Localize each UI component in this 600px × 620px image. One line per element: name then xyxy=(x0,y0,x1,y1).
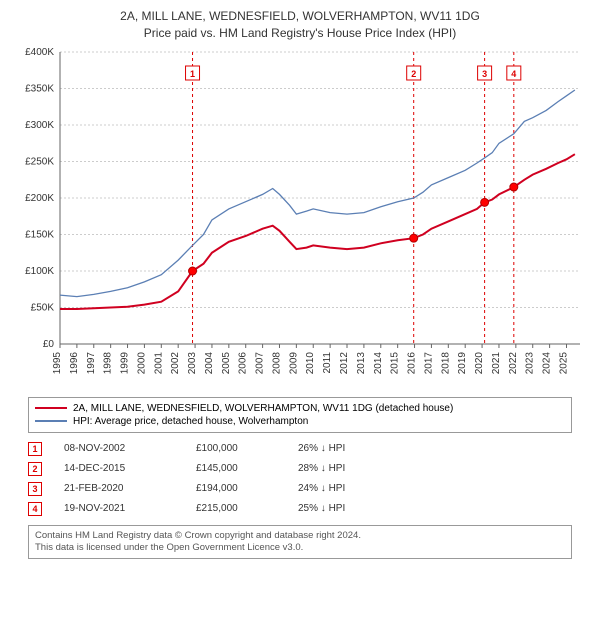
event-date: 21-FEB-2020 xyxy=(64,483,174,494)
legend: 2A, MILL LANE, WEDNESFIELD, WOLVERHAMPTO… xyxy=(28,397,572,433)
event-price: £194,000 xyxy=(196,483,276,494)
event-price: £145,000 xyxy=(196,463,276,474)
svg-text:3: 3 xyxy=(482,69,487,79)
svg-text:1997: 1997 xyxy=(86,351,97,374)
svg-text:2019: 2019 xyxy=(457,351,468,374)
event-hpi-delta: 26% ↓ HPI xyxy=(298,443,388,454)
footer-line-2: This data is licensed under the Open Gov… xyxy=(35,542,565,554)
chart-wrap: £0 £50K £100K £150K £200K £250K £300K £350K £400… xyxy=(10,46,590,391)
svg-text:£400K: £400K xyxy=(25,47,54,58)
event-number: 1 xyxy=(28,442,42,456)
event-row: 2 14-DEC-2015 £145,000 28% ↓ HPI xyxy=(28,459,572,479)
legend-label: HPI: Average price, detached house, Wolv… xyxy=(73,416,308,427)
legend-label: 2A, MILL LANE, WEDNESFIELD, WOLVERHAMPTO… xyxy=(73,403,453,414)
svg-text:2002: 2002 xyxy=(170,351,181,374)
event-hpi-delta: 24% ↓ HPI xyxy=(298,483,388,494)
svg-text:2007: 2007 xyxy=(255,351,266,374)
svg-text:1: 1 xyxy=(190,69,195,79)
price-chart: £0 £50K £100K £150K £200K £250K £300K £350K £400… xyxy=(10,46,590,386)
svg-text:2020: 2020 xyxy=(474,351,485,374)
svg-text:2004: 2004 xyxy=(204,351,215,374)
legend-item: 2A, MILL LANE, WEDNESFIELD, WOLVERHAMPTO… xyxy=(35,402,565,415)
event-number: 4 xyxy=(28,502,42,516)
svg-text:£50K: £50K xyxy=(31,302,55,313)
svg-text:£150K: £150K xyxy=(25,229,54,240)
svg-text:2006: 2006 xyxy=(238,351,249,374)
svg-text:2021: 2021 xyxy=(491,351,502,374)
footer-line-1: Contains HM Land Registry data © Crown c… xyxy=(35,530,565,542)
svg-text:1995: 1995 xyxy=(52,351,63,374)
svg-text:£250K: £250K xyxy=(25,156,54,167)
svg-text:2017: 2017 xyxy=(423,351,434,374)
event-price: £215,000 xyxy=(196,503,276,514)
svg-text:1999: 1999 xyxy=(120,351,131,374)
legend-swatch xyxy=(35,420,67,422)
title-block: 2A, MILL LANE, WEDNESFIELD, WOLVERHAMPTO… xyxy=(0,0,600,46)
title-line-2: Price paid vs. HM Land Registry's House … xyxy=(10,25,590,42)
svg-text:2023: 2023 xyxy=(525,351,536,374)
root: 2A, MILL LANE, WEDNESFIELD, WOLVERHAMPTO… xyxy=(0,0,600,559)
svg-text:2: 2 xyxy=(411,69,416,79)
svg-text:2014: 2014 xyxy=(373,351,384,374)
event-row: 1 08-NOV-2002 £100,000 26% ↓ HPI xyxy=(28,439,572,459)
svg-text:2010: 2010 xyxy=(305,351,316,374)
svg-text:2013: 2013 xyxy=(356,351,367,374)
svg-text:2008: 2008 xyxy=(271,351,282,374)
svg-text:£100K: £100K xyxy=(25,266,54,277)
event-price: £100,000 xyxy=(196,443,276,454)
svg-text:2016: 2016 xyxy=(407,351,418,374)
event-number: 3 xyxy=(28,482,42,496)
svg-text:£200K: £200K xyxy=(25,193,54,204)
event-date: 08-NOV-2002 xyxy=(64,443,174,454)
svg-text:2018: 2018 xyxy=(440,351,451,374)
svg-text:2022: 2022 xyxy=(508,351,519,374)
svg-text:2011: 2011 xyxy=(322,351,333,373)
legend-swatch xyxy=(35,407,67,409)
event-row: 4 19-NOV-2021 £215,000 25% ↓ HPI xyxy=(28,499,572,519)
event-number: 2 xyxy=(28,462,42,476)
event-hpi-delta: 25% ↓ HPI xyxy=(298,503,388,514)
svg-text:2024: 2024 xyxy=(542,351,553,374)
svg-text:1998: 1998 xyxy=(103,351,114,374)
svg-text:£300K: £300K xyxy=(25,120,54,131)
svg-text:2009: 2009 xyxy=(288,351,299,374)
event-date: 19-NOV-2021 xyxy=(64,503,174,514)
event-date: 14-DEC-2015 xyxy=(64,463,174,474)
svg-text:4: 4 xyxy=(511,69,516,79)
legend-item: HPI: Average price, detached house, Wolv… xyxy=(35,415,565,428)
svg-text:2001: 2001 xyxy=(153,351,164,374)
svg-text:2005: 2005 xyxy=(221,351,232,374)
svg-text:2025: 2025 xyxy=(558,351,569,374)
svg-text:1996: 1996 xyxy=(69,351,80,374)
svg-text:2003: 2003 xyxy=(187,351,198,374)
events-table: 1 08-NOV-2002 £100,000 26% ↓ HPI 2 14-DEC-201… xyxy=(28,439,572,519)
title-line-1: 2A, MILL LANE, WEDNESFIELD, WOLVERHAMPTO… xyxy=(10,8,590,25)
svg-text:2000: 2000 xyxy=(136,351,147,374)
svg-text:2012: 2012 xyxy=(339,351,350,374)
event-hpi-delta: 28% ↓ HPI xyxy=(298,463,388,474)
svg-text:2015: 2015 xyxy=(390,351,401,374)
svg-text:£350K: £350K xyxy=(25,83,54,94)
svg-text:£0: £0 xyxy=(43,339,55,350)
event-row: 3 21-FEB-2020 £194,000 24% ↓ HPI xyxy=(28,479,572,499)
footer: Contains HM Land Registry data © Crown c… xyxy=(28,525,572,560)
